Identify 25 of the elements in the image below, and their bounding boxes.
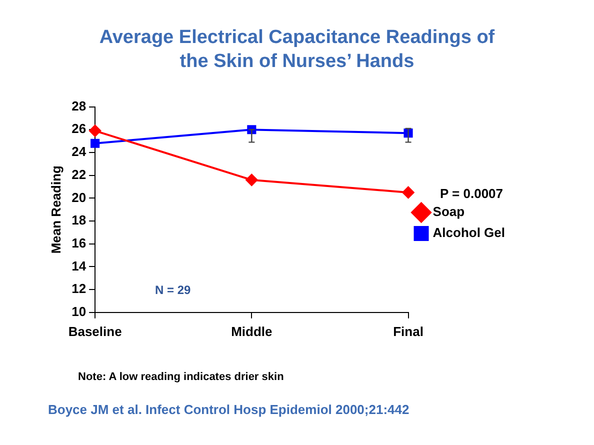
y-tick-label: 10 — [72, 304, 86, 319]
y-tick-label: 16 — [72, 235, 86, 250]
point — [246, 174, 258, 186]
annotation: N = 29 — [155, 283, 191, 297]
legend-label: Soap — [432, 204, 465, 220]
y-tick-label: 26 — [72, 121, 86, 136]
y-axis-title: Mean Reading — [48, 165, 64, 254]
x-tick-label: Middle — [231, 324, 272, 339]
point — [402, 186, 414, 198]
y-tick-label: 20 — [72, 190, 86, 205]
text: Boyce JM et al. Infect Control Hosp Epidemiol 2000;21:442 — [48, 402, 410, 417]
legend-label: Alcohol Gel — [432, 225, 506, 240]
y-tick-label: 24 — [72, 144, 87, 160]
x-tick-label: Final — [393, 324, 424, 339]
chart-title: Average Electrical Capacitance Readings of the Skin of Nurses’ Hands — [98, 26, 496, 74]
y-tick-label: 18 — [72, 212, 86, 228]
y-tick-label: 28 — [72, 98, 86, 114]
y-tick-label: 14 — [72, 258, 87, 274]
text: P = 0.0007 — [440, 186, 504, 201]
x-tick-label: Baseline — [68, 324, 122, 339]
text: Note: A low reading indicates drier skin — [78, 371, 284, 383]
point — [90, 138, 100, 148]
point — [89, 124, 102, 137]
y-tick-label: 12 — [72, 281, 86, 296]
y-tick-label: 22 — [72, 166, 86, 182]
